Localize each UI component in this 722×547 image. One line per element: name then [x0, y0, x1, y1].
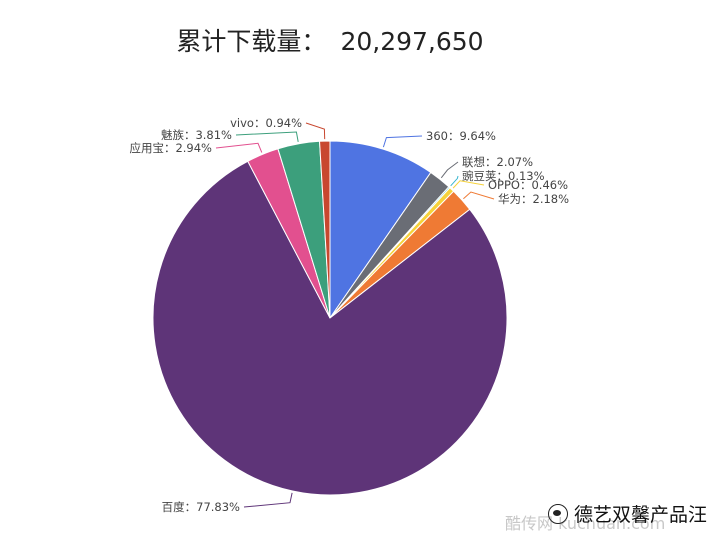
slice-label-OPPO: OPPO：0.46%: [488, 178, 568, 192]
leader-line-联想: [440, 161, 459, 179]
title-value: 20,297,650: [340, 27, 484, 56]
title-label: 累计下载量：: [176, 27, 327, 56]
pie-slice-360: [329, 140, 432, 320]
leader-line-vivo: [305, 122, 326, 140]
slice-label-百度: 百度：77.83%: [162, 500, 240, 514]
slice-label-联想: 联想：2.07%: [462, 155, 533, 169]
slice-label-豌豆荚: 豌豆荚：0.13%: [462, 169, 545, 183]
slice-label-应用宝: 应用宝：2.94%: [129, 141, 212, 155]
slice-label-vivo: vivo：0.94%: [230, 116, 302, 130]
slice-label-华为: 华为：2.18%: [498, 192, 569, 206]
leader-line-华为: [463, 191, 495, 200]
slice-label-魅族: 魅族：3.81%: [161, 128, 232, 142]
watermark-brand: 德艺双馨产品汪: [548, 500, 707, 527]
leader-line-应用宝: [215, 142, 263, 153]
leader-line-360: [382, 135, 423, 148]
watermark-site: 酷传网 kuchuan.com: [505, 514, 666, 533]
leader-line-OPPO: [452, 180, 485, 189]
leader-line-豌豆荚: [450, 175, 459, 187]
pie-slice-百度: [152, 160, 508, 496]
chart-title: 累计下载量： 20,297,650: [0, 22, 660, 58]
leader-line-百度: [243, 492, 293, 508]
leader-line-魅族: [235, 131, 299, 142]
wechat-logo-icon: [548, 504, 568, 524]
pie-slice-vivo: [319, 140, 331, 319]
slice-label-360: 360：9.64%: [426, 129, 496, 143]
watermark-brand-text: 德艺双馨产品汪: [574, 504, 708, 526]
